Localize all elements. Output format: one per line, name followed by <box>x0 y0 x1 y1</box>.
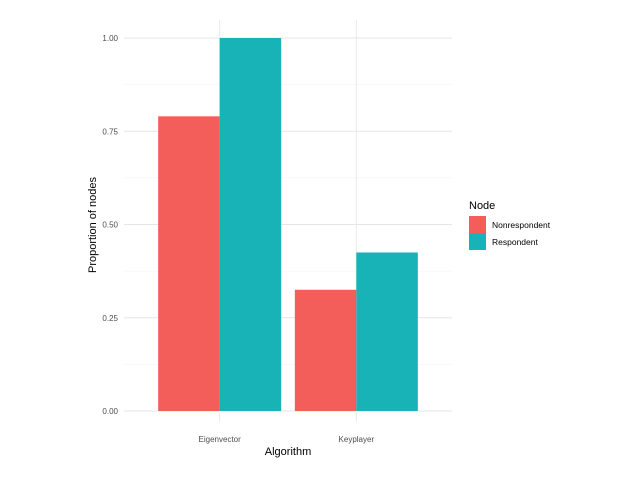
legend-label: Respondent <box>492 237 538 247</box>
y-tick-label: 0.00 <box>102 407 118 416</box>
x-tick-label: Eigenvector <box>199 435 242 444</box>
legend-title: Node <box>469 200 495 212</box>
legend-label: Nonrespondent <box>492 220 551 230</box>
y-tick-label: 0.50 <box>102 221 118 230</box>
axes: 0.00 0.25 0.50 0.75 1.00 Eigenvector Keyplayer <box>102 34 374 444</box>
bar <box>356 252 418 411</box>
y-axis-title: Proportion of nodes <box>87 176 99 273</box>
y-tick-label: 1.00 <box>102 34 118 43</box>
x-axis-title: Algorithm <box>265 446 311 458</box>
legend-swatch <box>469 233 486 250</box>
bars <box>158 38 418 411</box>
bar <box>219 38 282 411</box>
legend-swatch <box>469 216 486 233</box>
bar <box>158 116 220 411</box>
bar <box>294 289 357 411</box>
y-tick-label: 0.75 <box>102 127 118 136</box>
y-tick-label: 0.25 <box>102 314 118 323</box>
legend: Node Nonrespondent Respondent <box>469 200 551 250</box>
x-tick-label: Keyplayer <box>339 435 375 444</box>
